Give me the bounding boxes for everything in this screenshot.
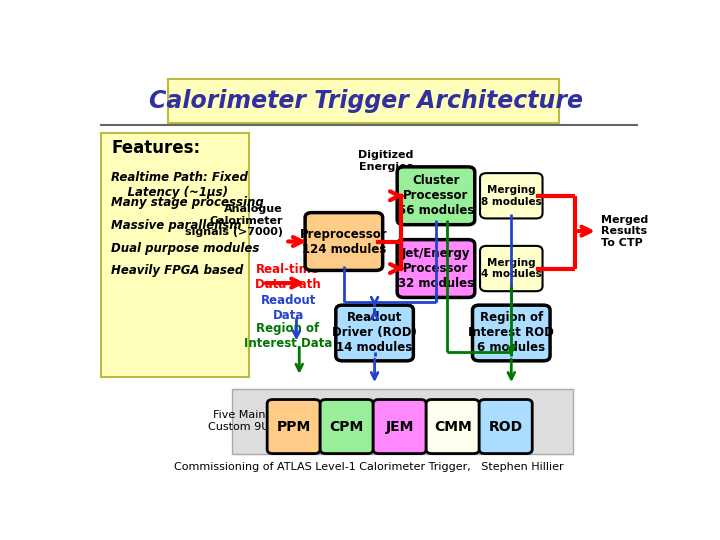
FancyBboxPatch shape bbox=[305, 213, 382, 271]
Text: Merged
Results
To CTP: Merged Results To CTP bbox=[600, 214, 648, 248]
Text: Region of
Interest ROD
6 modules: Region of Interest ROD 6 modules bbox=[468, 312, 554, 354]
FancyBboxPatch shape bbox=[426, 400, 480, 454]
FancyBboxPatch shape bbox=[397, 240, 474, 298]
Text: Features:: Features: bbox=[111, 139, 200, 157]
FancyBboxPatch shape bbox=[480, 246, 543, 291]
Text: JEM: JEM bbox=[385, 420, 414, 434]
Text: Preprocessor
124 modules: Preprocessor 124 modules bbox=[300, 227, 387, 255]
Text: Jet/Energy
Processor
32 modules: Jet/Energy Processor 32 modules bbox=[398, 247, 474, 290]
Text: Calorimeter Trigger Architecture: Calorimeter Trigger Architecture bbox=[149, 90, 583, 113]
Text: Five Main Types of
Custom 9U Modules: Five Main Types of Custom 9U Modules bbox=[209, 410, 320, 432]
Text: Region of
Interest Data: Region of Interest Data bbox=[244, 322, 332, 350]
FancyBboxPatch shape bbox=[267, 400, 320, 454]
FancyBboxPatch shape bbox=[480, 400, 532, 454]
Text: CMM: CMM bbox=[434, 420, 472, 434]
Text: Many stage processing: Many stage processing bbox=[111, 196, 264, 209]
Text: Digitized
Energies: Digitized Energies bbox=[358, 151, 413, 172]
Text: Dual purpose modules: Dual purpose modules bbox=[111, 241, 260, 254]
Text: ROD: ROD bbox=[489, 420, 523, 434]
Text: Readout
Driver (ROD)
14 modules: Readout Driver (ROD) 14 modules bbox=[332, 312, 417, 354]
Text: Analogue
Calorimeter
signals (>7000): Analogue Calorimeter signals (>7000) bbox=[184, 204, 282, 237]
FancyBboxPatch shape bbox=[373, 400, 426, 454]
Bar bbox=[233, 389, 572, 454]
Text: Commissioning of ATLAS Level-1 Calorimeter Trigger,   Stephen Hillier: Commissioning of ATLAS Level-1 Calorimet… bbox=[174, 462, 564, 472]
Text: PPM: PPM bbox=[276, 420, 311, 434]
FancyBboxPatch shape bbox=[336, 305, 413, 361]
FancyBboxPatch shape bbox=[397, 167, 474, 225]
FancyBboxPatch shape bbox=[320, 400, 373, 454]
FancyBboxPatch shape bbox=[168, 79, 559, 123]
FancyBboxPatch shape bbox=[480, 173, 543, 219]
Text: Massive parallelism: Massive parallelism bbox=[111, 219, 242, 232]
Text: Readout
Data: Readout Data bbox=[261, 294, 316, 322]
FancyBboxPatch shape bbox=[472, 305, 550, 361]
Text: Cluster
Processor
56 modules: Cluster Processor 56 modules bbox=[397, 174, 474, 217]
FancyBboxPatch shape bbox=[101, 133, 249, 377]
Text: CPM: CPM bbox=[330, 420, 364, 434]
Text: Merging
8 modules: Merging 8 modules bbox=[481, 185, 541, 207]
Text: Heavily FPGA based: Heavily FPGA based bbox=[111, 265, 243, 278]
Text: Merging
4 modules: Merging 4 modules bbox=[481, 258, 541, 279]
Text: Realtime Path: Fixed
    Latency (~1μs): Realtime Path: Fixed Latency (~1μs) bbox=[111, 171, 248, 199]
Text: Real-time
Data Path: Real-time Data Path bbox=[255, 263, 321, 291]
